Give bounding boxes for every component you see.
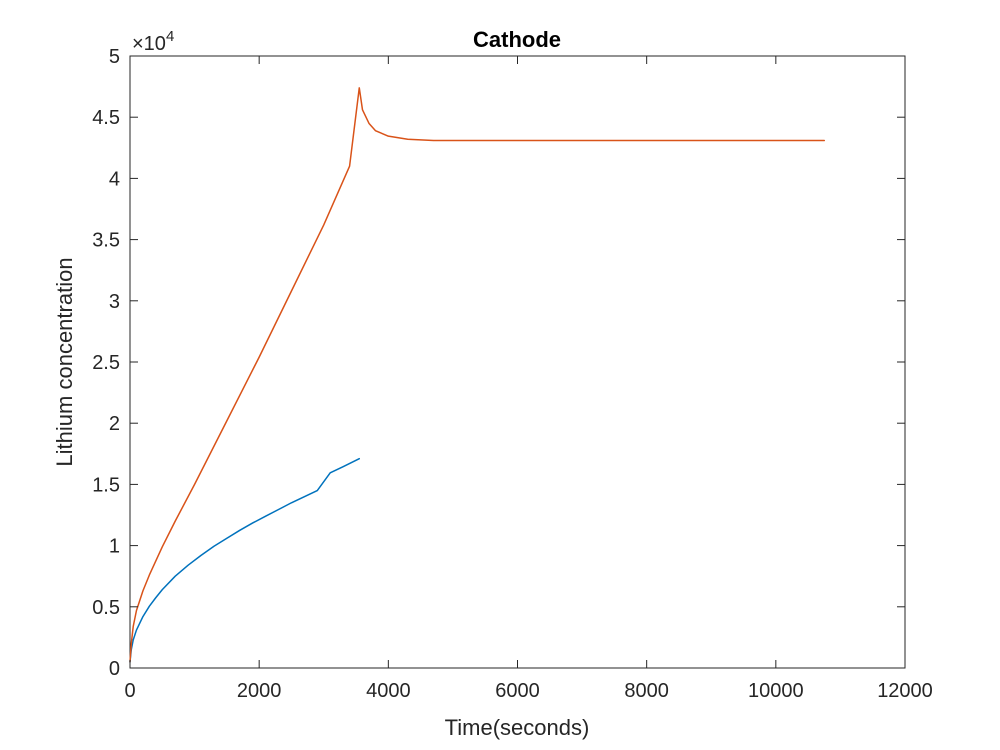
y-tick-label: 4.5 xyxy=(92,107,120,129)
y-tick-label: 3.5 xyxy=(92,230,120,252)
x-tick-label: 12000 xyxy=(877,680,933,702)
x-tick-label: 4000 xyxy=(366,680,411,702)
y-tick-label: 2 xyxy=(109,413,120,435)
x-tick-label: 8000 xyxy=(624,680,669,702)
y-tick-label: 0.5 xyxy=(92,597,120,619)
x-axis-label: Time(seconds) xyxy=(445,715,590,740)
y-axis-label: Lithium concentration xyxy=(52,257,77,466)
y-tick-label: 1.5 xyxy=(92,474,120,496)
series-layer xyxy=(129,87,826,663)
y-axis-ticks: 0 0.5 1 1.5 2 2.5 3 3.5 4 4.5 5 xyxy=(92,46,905,680)
y-tick-label: 3 xyxy=(109,291,120,313)
series-line-1 xyxy=(129,457,361,663)
y-axis-exponent-power: 4 xyxy=(166,28,174,45)
y-axis-exponent-base: ×10 xyxy=(132,33,166,55)
y-tick-label: 5 xyxy=(109,46,120,68)
plot-area xyxy=(129,55,906,669)
x-axis-ticks: 0 2000 4000 6000 8000 10000 12000 xyxy=(124,56,933,702)
y-tick-label: 1 xyxy=(109,536,120,558)
y-tick-label: 2.5 xyxy=(92,352,120,374)
y-axis-exponent: ×104 xyxy=(132,28,174,55)
x-tick-label: 0 xyxy=(124,680,135,702)
x-tick-label: 6000 xyxy=(495,680,540,702)
series-line-2 xyxy=(129,87,826,663)
x-tick-label: 10000 xyxy=(748,680,804,702)
chart-title: Cathode xyxy=(473,27,561,52)
y-tick-label: 4 xyxy=(109,168,120,190)
x-tick-label: 2000 xyxy=(237,680,282,702)
y-tick-label: 0 xyxy=(109,658,120,680)
